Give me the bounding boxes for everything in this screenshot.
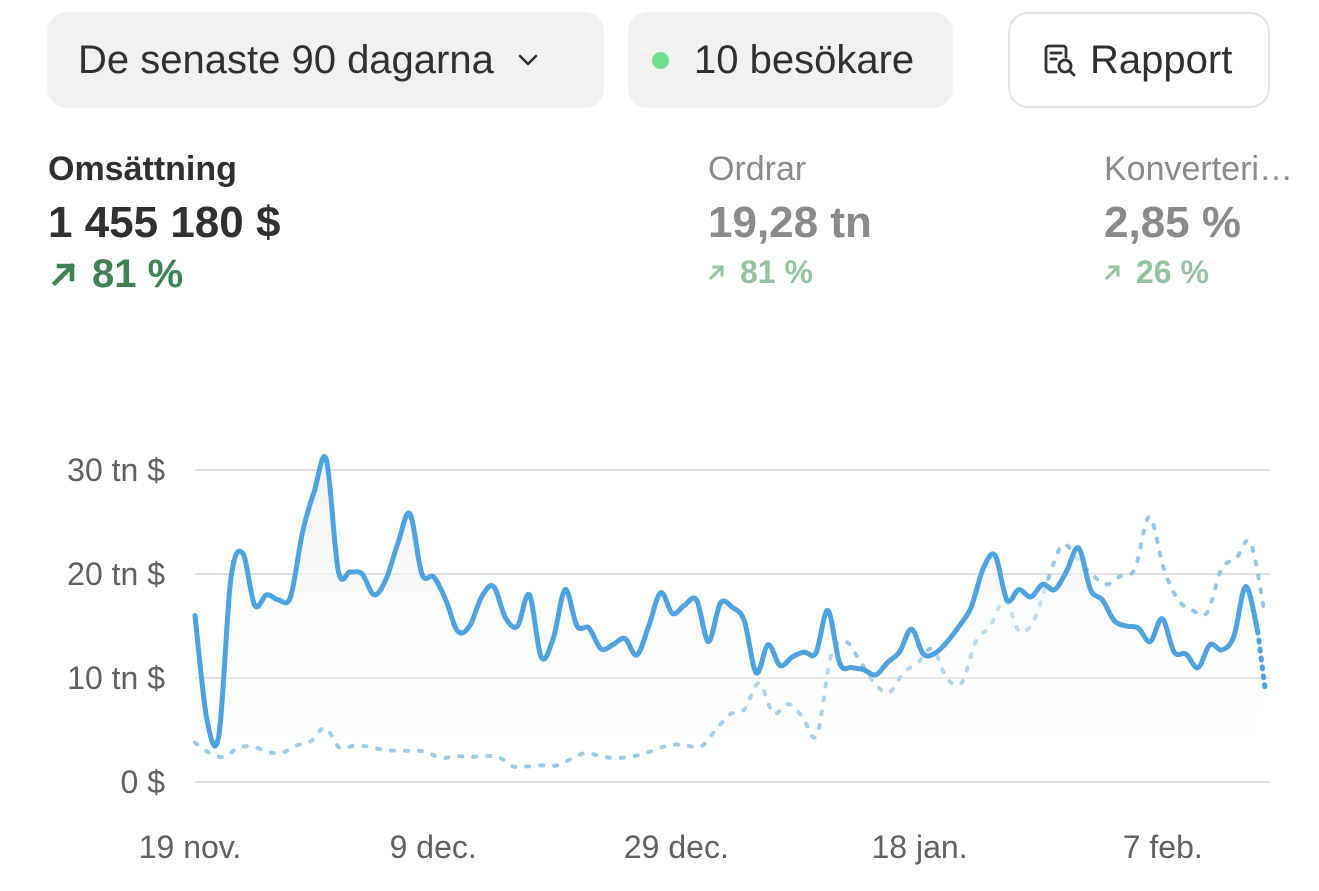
metric-value: 2,85 % <box>1104 198 1241 247</box>
chevron-down-icon <box>518 54 538 66</box>
date-range-selector[interactable]: De senaste 90 dagarna <box>47 12 604 108</box>
y-tick-label: 10 tn $ <box>67 660 165 696</box>
revenue-chart[interactable]: 0 $ 10 tn $ 20 tn $ 30 tn $ 19 nov. 9 dec. 29 … <box>0 420 1319 891</box>
y-tick-label: 20 tn $ <box>67 556 165 592</box>
report-label: Rapport <box>1090 37 1233 82</box>
metric-change: 81 % <box>708 252 872 292</box>
metric-change: 26 % <box>1104 252 1319 292</box>
x-tick-label: 29 dec. <box>624 829 729 865</box>
metric-value: 19,28 tn <box>708 198 872 247</box>
arrow-up-right-icon <box>51 262 76 287</box>
live-status-dot <box>652 51 669 69</box>
primary-series-line <box>192 454 1261 749</box>
metric-label: Konverteri… <box>1104 150 1293 188</box>
report-search-icon <box>1044 44 1076 77</box>
toolbar: De senaste 90 dagarna 10 besökare Rappor… <box>0 0 1319 120</box>
x-tick-label: 19 nov. <box>139 829 242 865</box>
live-visitors-button[interactable]: 10 besökare <box>628 12 953 108</box>
y-tick-label: 0 $ <box>121 764 166 800</box>
metric-change: 81 % <box>48 250 280 298</box>
metric-change-value: 81 % <box>92 252 184 296</box>
x-tick-label: 9 dec. <box>390 829 477 865</box>
metric-orders[interactable]: Ordrar 19,28 tn 81 % <box>708 148 872 292</box>
date-range-label: De senaste 90 dagarna <box>78 37 494 82</box>
primary-series-area <box>195 456 1258 782</box>
report-button[interactable]: Rapport <box>1008 12 1270 108</box>
primary-series-partial-line <box>1255 628 1269 697</box>
x-tick-label: 18 jan. <box>872 829 968 865</box>
metric-change-value: 81 % <box>740 254 813 290</box>
visitors-label: 10 besökare <box>694 37 915 82</box>
metric-revenue[interactable]: Omsättning 1 455 180 $ 81 % <box>48 148 280 298</box>
y-tick-label: 30 tn $ <box>67 452 165 488</box>
arrow-up-right-icon <box>708 264 725 281</box>
metric-label: Omsättning <box>48 150 237 188</box>
metric-label: Ordrar <box>708 150 807 188</box>
x-tick-label: 7 feb. <box>1123 829 1203 865</box>
metric-value: 1 455 180 $ <box>48 198 281 247</box>
arrow-up-right-icon <box>1104 264 1121 281</box>
metric-conversion[interactable]: Konverteri… 2,85 % 26 % <box>1104 148 1319 292</box>
metric-change-value: 26 % <box>1136 254 1209 290</box>
